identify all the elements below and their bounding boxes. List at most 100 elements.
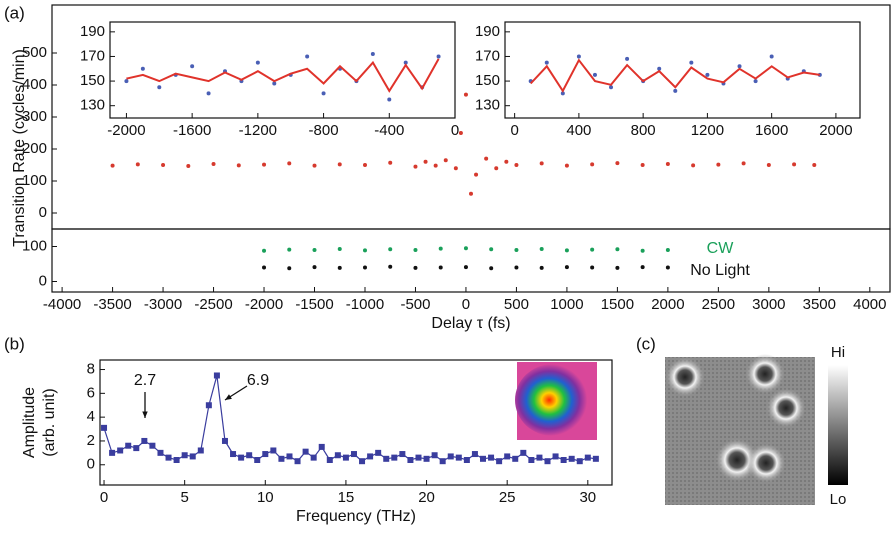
y-axis-label: Transition Rate (cycles/min)	[11, 49, 28, 247]
y-tick-label: 2	[87, 432, 95, 449]
x-tick-label: 1500	[601, 296, 634, 313]
data-point	[337, 265, 342, 270]
x-tick-label: 30	[579, 489, 596, 506]
data-point	[310, 454, 317, 461]
data-point	[186, 163, 191, 168]
data-point	[403, 60, 408, 65]
panel-label: (b)	[4, 334, 25, 353]
data-point	[438, 265, 443, 270]
y-tick-label: 8	[87, 360, 95, 377]
data-point	[189, 453, 196, 460]
x-tick-label: 10	[257, 489, 274, 506]
data-point	[423, 455, 430, 462]
data-point	[665, 162, 670, 167]
x-tick-label: 500	[504, 296, 529, 313]
data-point	[431, 452, 438, 459]
x-tick-label: -2500	[194, 296, 232, 313]
data-point	[512, 455, 519, 462]
data-point	[334, 452, 341, 459]
data-point	[221, 437, 228, 444]
data-point	[609, 85, 614, 90]
data-point	[792, 162, 797, 167]
plot-frame	[109, 21, 456, 119]
data-point	[141, 437, 148, 444]
data-point	[211, 162, 216, 167]
x-tick-label: 25	[499, 489, 516, 506]
data-point	[576, 458, 583, 465]
data-point	[157, 85, 162, 90]
x-tick-label: -2000	[245, 296, 283, 313]
data-point	[484, 156, 489, 161]
x-axis-label: Delay τ (fs)	[431, 315, 510, 332]
data-point	[337, 246, 342, 251]
data-point	[278, 455, 285, 462]
data-point	[769, 54, 774, 59]
x-tick-label: -4000	[43, 296, 81, 313]
data-point	[528, 457, 535, 463]
x-tick-label: 2500	[702, 296, 735, 313]
y-tick-label: 0	[39, 204, 47, 221]
data-point	[716, 162, 721, 167]
x-tick-label: 15	[338, 489, 355, 506]
data-point	[494, 166, 499, 171]
y-tick-label: 0	[39, 272, 47, 289]
data-point	[342, 454, 349, 461]
data-point	[447, 453, 454, 460]
x-tick-label: 3000	[752, 296, 785, 313]
series-line	[126, 58, 440, 93]
x-tick-label: 2000	[651, 296, 684, 313]
data-point	[415, 454, 422, 461]
data-point	[544, 60, 549, 65]
data-point	[812, 163, 817, 167]
x-tick-label: -800	[309, 122, 339, 139]
data-point	[564, 265, 569, 270]
data-point	[161, 163, 166, 167]
data-point	[514, 265, 519, 270]
data-point	[125, 442, 132, 449]
y-tick-label: 100	[22, 237, 47, 254]
data-point	[350, 451, 357, 458]
data-point	[391, 454, 398, 461]
y-tick-label: 500	[22, 44, 47, 61]
data-point	[463, 92, 468, 97]
x-tick-label: 400	[566, 122, 591, 139]
x-tick-label: 1200	[691, 122, 724, 139]
x-tick-label: -2000	[107, 122, 145, 139]
data-point	[238, 454, 245, 461]
y-tick-label: 130	[475, 97, 500, 114]
data-point	[321, 91, 326, 96]
legend-label: CW	[707, 240, 735, 257]
colorbar-label: Hi	[831, 344, 845, 361]
annotation: 2.7	[134, 372, 156, 389]
data-point	[262, 248, 267, 253]
data-point	[560, 457, 567, 463]
data-point	[584, 454, 591, 461]
data-point	[458, 131, 463, 135]
data-point	[455, 454, 462, 461]
data-point	[514, 248, 519, 252]
data-point	[673, 88, 678, 93]
colorbar	[828, 365, 848, 485]
data-point	[190, 64, 195, 69]
data-point	[590, 247, 595, 252]
data-point	[181, 452, 188, 459]
data-point	[287, 161, 292, 166]
data-point	[463, 457, 470, 463]
data-point	[262, 451, 269, 458]
data-point	[489, 247, 494, 252]
data-point	[101, 424, 108, 431]
annotation: 6.9	[247, 372, 269, 389]
data-point	[413, 265, 418, 270]
y-axis-label: (arb. unit)	[41, 388, 58, 456]
data-point	[496, 458, 503, 465]
beam-spot	[515, 364, 591, 436]
plot-frame	[99, 359, 613, 486]
data-point	[135, 162, 140, 167]
x-tick-label: -1000	[346, 296, 384, 313]
data-point	[544, 458, 551, 465]
y-tick-label: 170	[475, 47, 500, 64]
data-point	[413, 164, 418, 169]
data-point	[413, 248, 418, 252]
data-point	[286, 453, 293, 460]
data-point	[463, 246, 468, 251]
